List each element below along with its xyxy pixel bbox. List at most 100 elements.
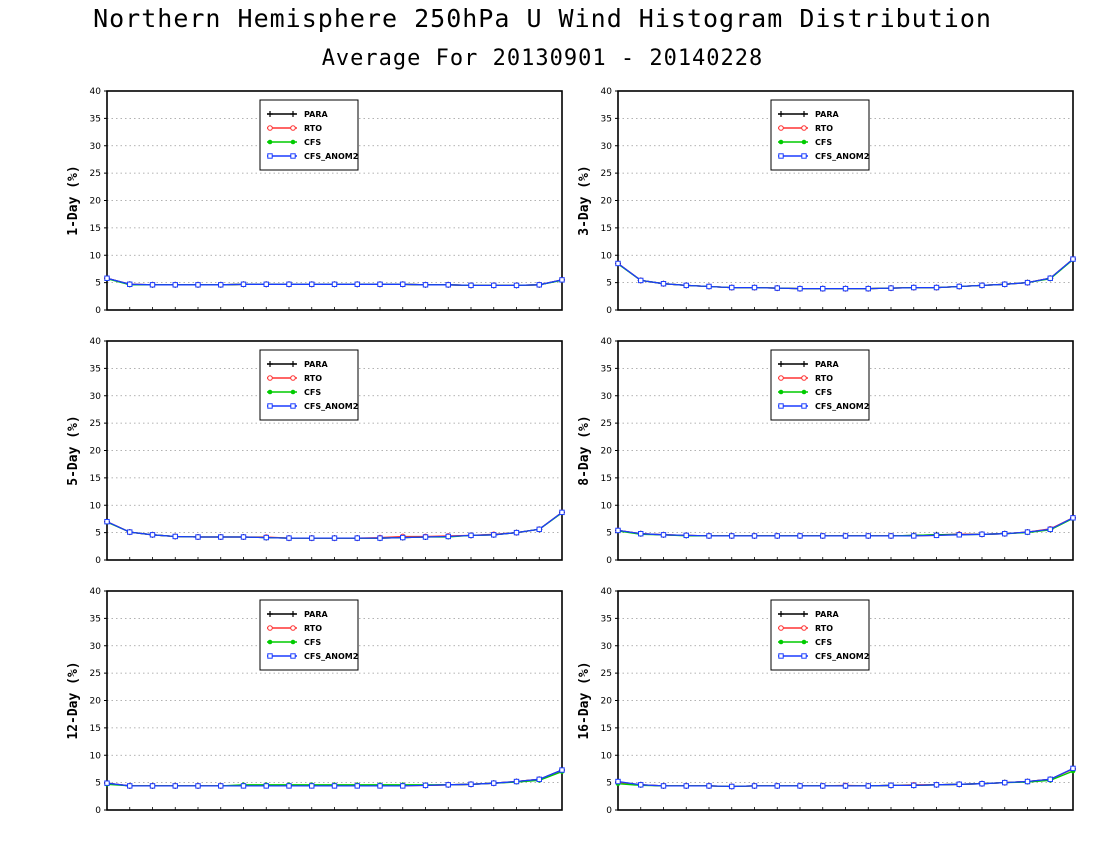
data-point [513,529,520,536]
y-tick-label: 25 [601,169,612,179]
data-point [683,282,689,289]
data-point [888,285,894,291]
y-tick-label: 30 [601,642,613,652]
data-point [615,260,621,267]
page-title: Northern Hemisphere 250hPa U Wind Histog… [93,4,992,33]
legend-marker [290,639,296,645]
data-point [559,277,565,283]
legend-marker [290,153,296,159]
y-tick-label: 30 [601,392,613,402]
data-point [195,783,201,789]
data-point [865,533,871,539]
legend-label: RTO [304,124,322,133]
data-point [559,509,565,516]
data-point [1047,526,1053,533]
y-tick-label: 40 [90,87,102,97]
page-subtitle: Average For 20130901 - 20140228 [321,46,764,71]
data-point [172,533,178,540]
data-point [1024,778,1031,785]
y-tick-label: 0 [95,556,101,566]
data-point [865,285,871,292]
data-point [149,282,156,288]
legend-marker [267,639,273,645]
data-point [820,285,826,292]
chart-panel-1: 0 5 10 15 20 25 30 35 40 1-Day (%) PARA RTO CFS CFS_A… [66,87,565,316]
y-axis-label: 3-Day (%) [577,165,592,235]
data-point [638,782,644,788]
y-tick-label: 5 [606,779,612,789]
legend-label: CFS [815,138,832,147]
y-tick-label: 15 [601,224,612,234]
y-tick-label: 15 [601,474,612,484]
y-tick-label: 5 [95,529,101,539]
data-point [683,532,689,539]
y-tick-label: 35 [601,114,612,124]
data-point [559,767,565,773]
data-point [127,783,133,789]
data-point [309,783,315,789]
y-tick-label: 10 [90,251,102,261]
data-point [1002,779,1008,786]
legend-marker [801,653,807,659]
data-point [1024,529,1031,535]
data-point [820,783,826,789]
series-cfs-anom2 [615,515,1076,539]
y-tick-label: 20 [90,697,102,707]
data-point [104,275,110,281]
data-point [195,282,201,288]
legend-marker [801,139,807,145]
data-point [422,782,429,789]
series-cfs-anom2 [615,256,1076,292]
data-point [660,532,667,538]
data-point [979,282,985,289]
y-tick-label: 15 [90,474,101,484]
y-tick-label: 10 [601,751,613,761]
y-tick-label: 5 [606,279,612,289]
data-point [842,533,849,539]
legend-label: RTO [815,624,833,633]
data-point [774,533,780,539]
data-point [400,534,406,541]
data-point [468,532,474,539]
y-tick-label: 40 [90,337,102,347]
data-point [422,282,429,288]
data-point [956,283,962,290]
data-point [1070,515,1076,521]
y-tick-label: 0 [95,806,101,816]
data-point [240,281,247,287]
data-point [979,531,985,537]
legend-box [770,349,870,421]
legend: PARA RTO CFS CFS_ANOM2 [770,599,870,671]
data-point [933,284,940,291]
legend-marker [778,375,784,381]
y-tick-label: 20 [601,697,613,707]
y-tick-label: 20 [601,197,613,207]
data-point [660,281,667,287]
legend-box [259,99,359,171]
legend-box [770,599,870,671]
y-tick-label: 20 [90,447,102,457]
legend-label: CFS [815,388,832,397]
y-tick-label: 40 [90,587,102,597]
legend-label: RTO [815,374,833,383]
legend-label: CFS_ANOM2 [815,152,869,161]
y-tick-label: 40 [601,87,613,97]
data-point [751,783,758,789]
y-tick-label: 15 [90,724,101,734]
data-point [842,285,849,292]
y-tick-label: 15 [601,724,612,734]
data-point [1047,275,1053,281]
data-point [491,282,497,289]
data-point [1070,765,1076,772]
y-tick-label: 5 [95,779,101,789]
data-point [729,533,735,539]
legend-marker [290,625,296,631]
y-tick-label: 40 [601,337,613,347]
data-point [127,529,133,535]
data-point [445,282,451,288]
data-point [468,781,474,787]
data-point [615,527,621,534]
legend-marker [290,389,296,395]
legend-marker [778,125,784,131]
